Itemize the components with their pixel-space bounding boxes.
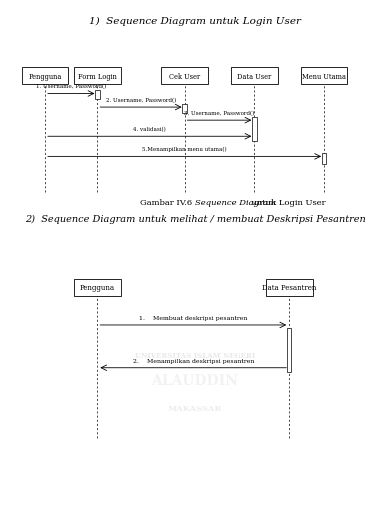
Text: 1.    Membuat deskripsi pesantren: 1. Membuat deskripsi pesantren: [139, 315, 247, 320]
Bar: [182, 105, 187, 114]
FancyBboxPatch shape: [74, 279, 121, 296]
Text: 2. Username, Password(): 2. Username, Password(): [106, 97, 176, 103]
Text: Sequence Diagram: Sequence Diagram: [195, 198, 276, 206]
Text: Cek User: Cek User: [169, 73, 200, 81]
Text: untuk Login User: untuk Login User: [249, 198, 326, 206]
Text: 1. Username, Password(): 1. Username, Password(): [36, 84, 106, 89]
Text: Gambar IV.6: Gambar IV.6: [140, 198, 195, 206]
FancyBboxPatch shape: [74, 68, 121, 85]
Text: 4. validasi(): 4. validasi(): [133, 127, 166, 132]
FancyBboxPatch shape: [22, 68, 68, 85]
Text: Pengguna: Pengguna: [28, 73, 62, 81]
FancyBboxPatch shape: [231, 68, 278, 85]
Text: Form Login: Form Login: [78, 73, 117, 81]
Bar: [252, 117, 257, 142]
Text: ALAUDDIN: ALAUDDIN: [151, 374, 239, 387]
Text: 3. Username, Password(): 3. Username, Password(): [184, 111, 255, 116]
Bar: [95, 91, 99, 100]
Text: Data User: Data User: [237, 73, 271, 81]
FancyBboxPatch shape: [266, 279, 312, 296]
Text: UNIVERSITAS ISLAM NEGERI: UNIVERSITAS ISLAM NEGERI: [135, 351, 255, 360]
FancyBboxPatch shape: [301, 68, 347, 85]
Text: 1)  Sequence Diagram untuk Login User: 1) Sequence Diagram untuk Login User: [89, 17, 301, 26]
Text: Data Pesantren: Data Pesantren: [262, 284, 316, 292]
Text: Menu Utama: Menu Utama: [302, 73, 346, 81]
Text: 2)  Sequence Diagram untuk melihat / membuat Deskripsi Pesantren: 2) Sequence Diagram untuk melihat / memb…: [25, 215, 365, 224]
Text: Pengguna: Pengguna: [80, 284, 115, 292]
Bar: [287, 329, 291, 372]
Bar: [322, 154, 326, 165]
Text: 5.Menampilkan menu utama(): 5.Menampilkan menu utama(): [142, 147, 227, 152]
Text: 2.    Menampilkan deskripsi pesantren: 2. Menampilkan deskripsi pesantren: [133, 358, 254, 363]
Text: MAKASSAR: MAKASSAR: [168, 404, 222, 412]
FancyBboxPatch shape: [161, 68, 208, 85]
